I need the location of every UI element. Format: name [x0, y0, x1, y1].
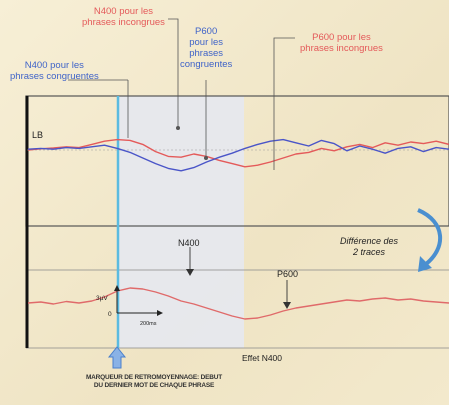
label-n400-congruent: N400 pour les phrases congruentes	[10, 60, 99, 82]
scale-y-arrowhead	[114, 285, 120, 291]
label-p600-peak: P600	[277, 269, 299, 279]
footer-line: MARQUEUR DE RETROMOYENNAGE: DEBUT	[85, 374, 223, 381]
footer-line: DU DERNIER MOT DE CHAQUE PHRASE	[93, 382, 215, 389]
scale-x-arrowhead	[157, 310, 163, 316]
n400-peak-arrowhead	[186, 269, 194, 276]
label-line: phrases incongrues	[82, 17, 165, 28]
scale-zero-label: 0	[108, 311, 112, 318]
label-difference: Différence des 2 traces	[340, 236, 398, 258]
marker-up-arrow	[107, 346, 127, 369]
leader-p600-incongruent	[273, 37, 295, 170]
label-line: Différence des	[340, 236, 399, 246]
label-line: congruentes	[180, 59, 233, 70]
scale-x-label: 200ms	[140, 321, 157, 327]
label-line: phrases	[189, 48, 224, 59]
label-line: pour les	[189, 37, 224, 48]
label-line: N400 pour les	[24, 60, 84, 71]
label-line: phrases congruentes	[10, 71, 99, 82]
label-line: P600	[195, 26, 218, 37]
label-n400-incongruent: N400 pour les phrases incongrues	[82, 6, 165, 28]
label-line: P600 pour les	[312, 32, 371, 43]
lb-label: LB	[32, 130, 43, 140]
series-line-0	[27, 287, 449, 320]
label-line: phrases incongrues	[300, 43, 383, 54]
scale-y-label: 3µV	[96, 295, 108, 302]
footer-caption: MARQUEUR DE RETROMOYENNAGE: DEBUT DU DER…	[4, 374, 304, 390]
difference-series-group	[27, 287, 449, 320]
series-line-1	[27, 138, 449, 172]
series-line-0	[27, 138, 449, 168]
top-series-group	[27, 138, 449, 172]
label-p600-congruent: P600 pour les phrases congruentes	[180, 26, 232, 70]
difference-arrowhead	[418, 256, 432, 272]
analysis-window	[118, 96, 244, 348]
leader-n400-incongruent-dot	[176, 126, 180, 130]
difference-curved-arrow	[417, 208, 442, 266]
label-p600-incongruent: P600 pour les phrases incongrues	[300, 32, 383, 54]
label-line: N400 pour les	[93, 6, 154, 17]
label-effect-n400: Effet N400	[242, 353, 283, 363]
leader-p600-congruent-dot	[204, 156, 208, 160]
leader-n400-incongruent	[168, 18, 179, 128]
label-n400-peak: N400	[178, 238, 200, 248]
label-line: 2 traces	[353, 247, 386, 257]
p600-peak-arrowhead	[283, 302, 291, 309]
